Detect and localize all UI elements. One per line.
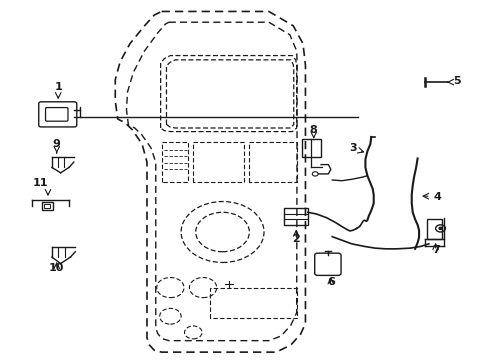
Bar — [44, 204, 50, 208]
Text: 9: 9 — [53, 139, 61, 149]
Text: 8: 8 — [309, 125, 317, 135]
Text: 1: 1 — [54, 82, 62, 92]
Text: 6: 6 — [326, 276, 334, 287]
Text: 10: 10 — [49, 263, 64, 273]
Bar — [301, 139, 321, 157]
Bar — [42, 202, 53, 210]
Text: 11: 11 — [32, 178, 48, 188]
Bar — [426, 220, 442, 239]
Bar — [283, 208, 307, 225]
Text: 2: 2 — [292, 234, 300, 244]
Text: 4: 4 — [433, 192, 441, 202]
Text: 3: 3 — [348, 143, 356, 153]
Text: 7: 7 — [431, 245, 439, 255]
Circle shape — [438, 227, 441, 229]
Text: 5: 5 — [452, 76, 460, 86]
